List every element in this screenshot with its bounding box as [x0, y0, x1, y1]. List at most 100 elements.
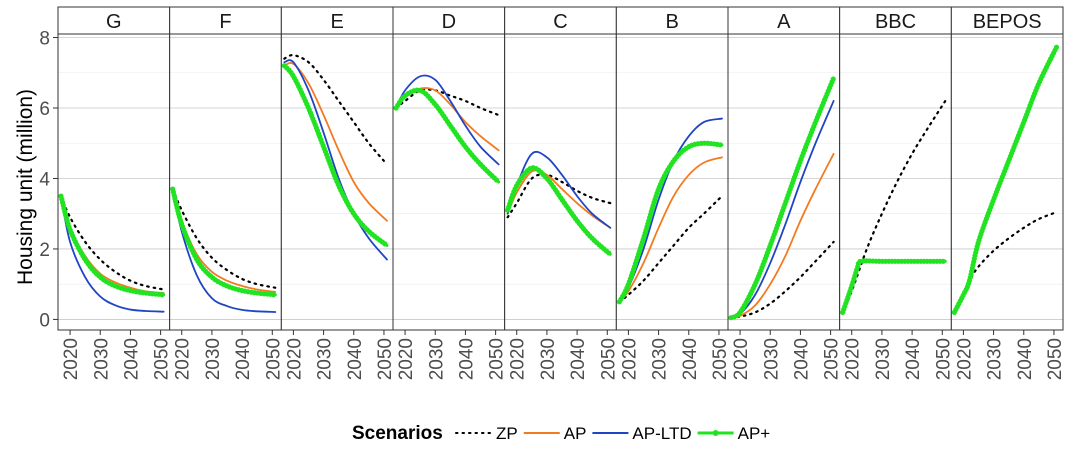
- facet-strip: [950, 6, 1064, 35]
- legend-item-ap: AP: [523, 424, 587, 443]
- facet-label: BBC: [875, 11, 916, 33]
- panel-g: G 2020 2030 2040 2050: [57, 6, 173, 380]
- series-line-ap: [618, 156, 723, 303]
- panel-background: [393, 34, 505, 330]
- facet-label: G: [106, 11, 122, 33]
- y-tick-label: 6: [39, 99, 50, 120]
- series-point-ap-plus: [493, 177, 500, 183]
- x-tick-label: 2020: [173, 338, 194, 380]
- x-tick-label: 2040: [233, 338, 254, 380]
- x-tick-label: 2030: [873, 338, 894, 380]
- x-tick-label: 2040: [568, 338, 589, 380]
- series-line-ap-ltd: [283, 59, 388, 261]
- x-tick-label: 2030: [315, 338, 336, 380]
- x-tick-label: 2030: [203, 338, 224, 380]
- x-tick-label: 2020: [619, 338, 640, 380]
- x-tick-label: 2050: [263, 338, 284, 380]
- facet-label: A: [777, 11, 791, 33]
- panel-background: [616, 34, 728, 330]
- series-line-ap-ltd: [395, 74, 500, 166]
- panel-background: [839, 34, 952, 330]
- x-tick-label: 2030: [761, 338, 782, 380]
- facet-label: C: [553, 11, 567, 33]
- x-tick-label: 2030: [426, 338, 447, 380]
- x-tick-label: 2040: [791, 338, 812, 380]
- series-point-ap-plus: [159, 292, 165, 298]
- series-line-ap: [730, 152, 835, 319]
- facet-strip: [280, 6, 394, 35]
- panel-background: [58, 34, 170, 330]
- series-line-ap-ltd: [60, 195, 165, 313]
- legend-label: AP-LTD: [632, 424, 691, 443]
- facet-label: F: [219, 11, 231, 33]
- x-tick-label: 2030: [650, 338, 671, 380]
- series-line-zp: [953, 210, 1059, 314]
- y-tick-label: 4: [39, 169, 50, 190]
- facet-label: D: [442, 11, 456, 33]
- series-line-zp: [283, 54, 389, 166]
- legend-key-marker: [712, 430, 719, 436]
- panel-c: C 2020 2030 2040 2050: [504, 6, 619, 380]
- legend-item-ap-ltd: AP-LTD: [592, 424, 692, 443]
- x-tick-label: 2050: [487, 338, 508, 380]
- panel-a: A 2020 2030 2040 2050: [727, 6, 843, 380]
- x-tick-label: 2040: [1015, 338, 1036, 380]
- x-tick-label: 2020: [954, 338, 975, 380]
- facet-label: B: [665, 11, 678, 33]
- x-tick-label: 2020: [396, 338, 417, 380]
- x-tick-label: 2030: [91, 338, 112, 380]
- facet-label: E: [330, 11, 343, 33]
- x-tick-label: 2020: [843, 338, 864, 380]
- y-axis: 0 2 4 6 8: [39, 29, 58, 331]
- panel-background: [728, 34, 840, 330]
- x-tick-label: 2030: [985, 338, 1006, 380]
- series-line-zp: [59, 195, 165, 291]
- legend-title: Scenarios: [352, 423, 443, 444]
- series-point-ap-plus: [382, 241, 388, 247]
- y-axis-title: Housing unit (million): [14, 89, 37, 285]
- x-tick-label: 2050: [152, 338, 173, 380]
- facet-strip: [727, 6, 841, 35]
- legend-item-ap-plus: AP+: [697, 424, 771, 443]
- series-line-zp: [618, 195, 724, 303]
- x-tick-label: 2030: [538, 338, 559, 380]
- series-point-ap-plus: [1053, 44, 1060, 50]
- series-point-ap-plus: [940, 258, 946, 264]
- series-point-ap-plus: [606, 250, 612, 256]
- x-tick-label: 2020: [284, 338, 305, 380]
- x-tick-label: 2040: [680, 338, 701, 380]
- series-line-ap-ltd: [171, 188, 277, 313]
- series-line-ap: [506, 169, 612, 229]
- panel-e: E 2020 2030 2040 2050: [280, 6, 396, 380]
- y-tick-label: 2: [39, 240, 50, 261]
- x-tick-label: 2040: [456, 338, 477, 380]
- panel-b: B 2020 2030 2040 2050: [615, 6, 731, 380]
- panel-d: D 2020 2030 2040 2050: [392, 6, 508, 380]
- panel-bepos: BEPOS 2020 2030 2040 2050: [950, 6, 1066, 380]
- series-point-ap-plus: [717, 142, 723, 148]
- legend-label: AP: [564, 424, 587, 443]
- legend-item-zp: ZP: [455, 424, 518, 443]
- series-point-ap-plus: [830, 76, 836, 82]
- legend-label: ZP: [496, 424, 518, 443]
- y-tick-label: 0: [39, 310, 50, 331]
- series-line-zp: [171, 187, 277, 289]
- facet-strip: [169, 6, 282, 35]
- x-tick-label: 2040: [345, 338, 366, 380]
- series-line-zp: [506, 173, 612, 219]
- x-tick-label: 2050: [933, 338, 954, 380]
- panel-f: F 2020 2030 2040 2050: [169, 6, 284, 380]
- facet-label: BEPOS: [973, 11, 1042, 33]
- legend-label: AP+: [738, 424, 771, 443]
- y-tick-label: 8: [39, 29, 50, 50]
- x-tick-label: 2040: [121, 338, 142, 380]
- series-line-zp: [729, 240, 835, 319]
- x-tick-label: 2020: [731, 338, 752, 380]
- facet-strip: [57, 6, 171, 35]
- legend: Scenarios ZP AP AP-LTD AP+: [352, 423, 770, 444]
- x-tick-label: 2050: [822, 338, 843, 380]
- x-tick-label: 2020: [61, 338, 82, 380]
- x-tick-label: 2050: [710, 338, 731, 380]
